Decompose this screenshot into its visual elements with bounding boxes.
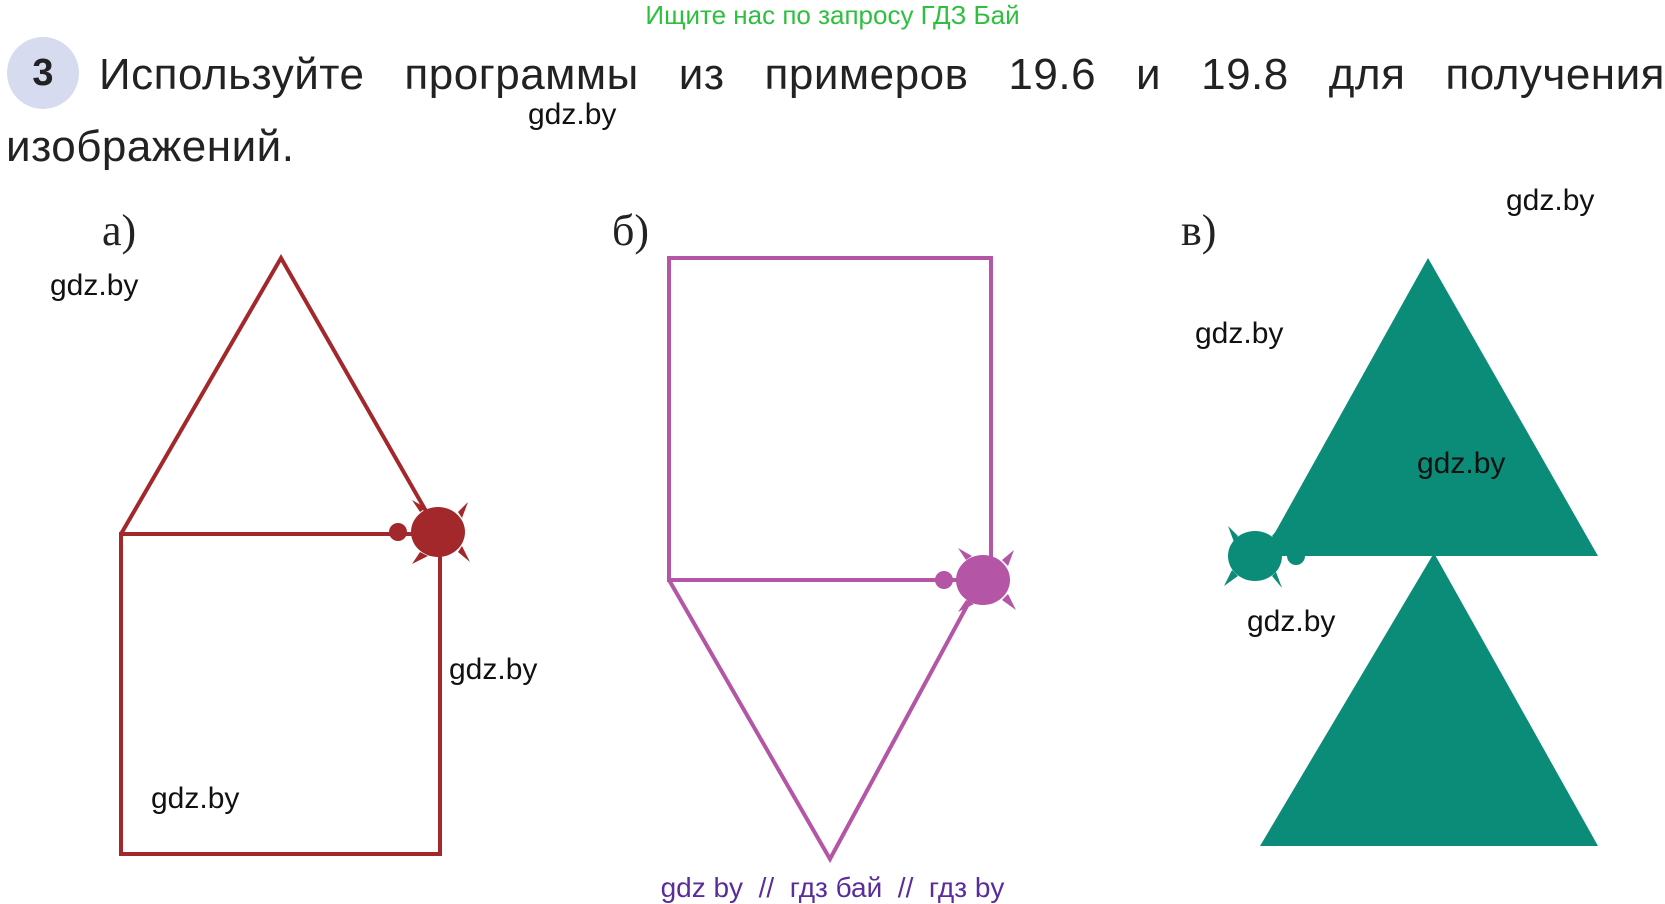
square [119,532,442,856]
turtle-b [935,548,1016,612]
task-number: 3 [7,37,79,109]
figure-b [667,256,993,864]
triangle [667,579,983,864]
triangle [1260,553,1598,846]
watermark: gdz.by [1417,447,1506,480]
triangle [1262,258,1598,556]
task-text: изображений. [6,122,295,171]
figure-label: а) [102,206,137,255]
watermark: gdz.by [1247,605,1336,638]
figure-c [1260,258,1598,846]
watermark: gdz.by [528,98,617,131]
watermark: gdz.by [1506,184,1595,217]
watermark: gdz.by [449,653,538,686]
turtle-c [1224,524,1305,588]
watermark: gdz.by [50,269,139,302]
figure-label: б) [612,206,650,255]
watermark: Ищите нас по запросу ГДЗ Бай [645,0,1020,30]
square [667,256,993,582]
task-text: Используйте программы из примеров 19.6 и… [99,50,1665,99]
footer: gdz by // гдз бай // гдз by [660,872,1005,903]
roof [119,253,440,536]
watermark: gdz.by [151,782,240,815]
figure-label: в) [1181,206,1217,255]
figure-a [119,253,442,856]
watermark: gdz.by [1195,317,1284,350]
turtle-a [389,500,470,564]
